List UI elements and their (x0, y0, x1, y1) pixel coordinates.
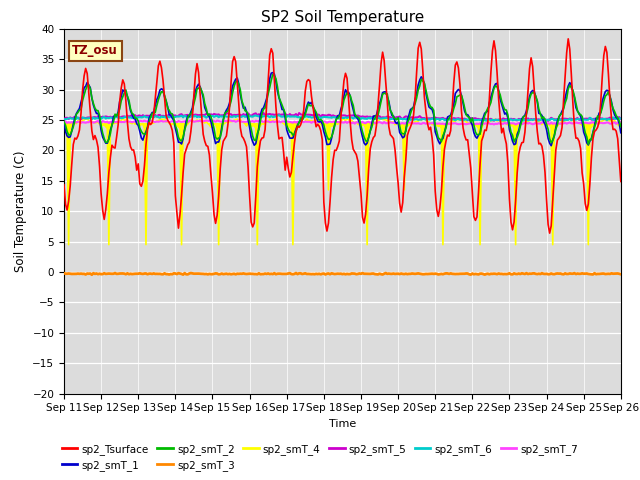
sp2_smT_2 (550, 133, 558, 139)
sp2_smT_5 (164, 113, 172, 119)
sp2_smT_2 (617, 123, 625, 129)
sp2_smT_6 (164, 113, 172, 119)
sp2_smT_6 (483, 118, 490, 124)
sp2_smT_1 (397, 132, 405, 138)
sp2_smT_5 (397, 115, 405, 121)
sp2_smT_5 (552, 117, 559, 122)
sp2_smT_5 (260, 110, 268, 116)
Y-axis label: Soil Temperature (C): Soil Temperature (C) (13, 150, 27, 272)
sp2_smT_2 (584, 142, 592, 147)
sp2_smT_4 (412, 119, 419, 125)
sp2_smT_6 (379, 116, 387, 121)
sp2_smT_5 (76, 115, 83, 121)
sp2_smT_7 (60, 119, 68, 125)
sp2_smT_2 (379, 91, 387, 97)
Line: sp2_smT_1: sp2_smT_1 (64, 72, 621, 145)
X-axis label: Time: Time (329, 419, 356, 429)
sp2_smT_1 (164, 104, 172, 109)
Legend: sp2_Tsurface, sp2_smT_1, sp2_smT_2, sp2_smT_3, sp2_smT_4, sp2_smT_5, sp2_smT_6, : sp2_Tsurface, sp2_smT_1, sp2_smT_2, sp2_… (58, 439, 582, 475)
sp2_smT_2 (397, 130, 405, 136)
sp2_smT_5 (60, 116, 68, 122)
sp2_smT_7 (379, 120, 387, 126)
sp2_Tsurface (550, 170, 558, 176)
sp2_smT_3 (617, 271, 625, 277)
sp2_smT_4 (65, 242, 72, 248)
sp2_smT_6 (275, 112, 283, 118)
Line: sp2_smT_3: sp2_smT_3 (64, 273, 621, 275)
sp2_smT_3 (76, 271, 83, 276)
sp2_smT_1 (269, 70, 276, 75)
sp2_smT_4 (165, 120, 173, 126)
sp2_smT_7 (165, 120, 173, 125)
sp2_smT_4 (617, 124, 625, 130)
sp2_smT_4 (552, 122, 559, 128)
sp2_Tsurface (377, 60, 385, 66)
sp2_smT_4 (399, 124, 406, 130)
sp2_smT_2 (410, 105, 417, 110)
sp2_Tsurface (164, 117, 172, 123)
sp2_smT_5 (410, 115, 417, 121)
sp2_smT_6 (397, 116, 405, 122)
sp2_smT_4 (380, 117, 388, 122)
sp2_smT_7 (76, 119, 83, 125)
sp2_smT_7 (552, 121, 559, 127)
sp2_smT_2 (269, 72, 276, 77)
sp2_smT_3 (292, 270, 300, 276)
sp2_smT_3 (88, 272, 96, 277)
sp2_smT_1 (379, 90, 387, 96)
sp2_smT_3 (380, 271, 388, 276)
sp2_Tsurface (564, 36, 572, 42)
sp2_smT_2 (164, 105, 172, 111)
sp2_Tsurface (546, 230, 554, 236)
sp2_smT_4 (60, 122, 68, 128)
Title: SP2 Soil Temperature: SP2 Soil Temperature (260, 10, 424, 25)
sp2_smT_5 (544, 118, 552, 124)
sp2_Tsurface (617, 179, 625, 184)
sp2_smT_7 (397, 120, 405, 126)
Line: sp2_smT_7: sp2_smT_7 (64, 120, 621, 124)
sp2_smT_3 (552, 271, 559, 276)
sp2_smT_4 (77, 120, 85, 126)
Line: sp2_Tsurface: sp2_Tsurface (64, 39, 621, 233)
sp2_smT_1 (617, 130, 625, 135)
sp2_smT_6 (617, 116, 625, 121)
sp2_smT_3 (412, 271, 419, 276)
sp2_smT_4 (377, 115, 385, 121)
sp2_Tsurface (408, 120, 416, 125)
sp2_smT_6 (60, 116, 68, 122)
sp2_smT_2 (76, 107, 83, 113)
Line: sp2_smT_2: sp2_smT_2 (64, 74, 621, 144)
sp2_smT_5 (379, 114, 387, 120)
sp2_smT_1 (547, 143, 555, 148)
Line: sp2_smT_5: sp2_smT_5 (64, 113, 621, 121)
Line: sp2_smT_6: sp2_smT_6 (64, 115, 621, 121)
sp2_Tsurface (396, 200, 403, 206)
sp2_smT_3 (60, 270, 68, 276)
sp2_smT_1 (60, 120, 68, 126)
Line: sp2_smT_4: sp2_smT_4 (64, 118, 621, 245)
sp2_smT_5 (617, 116, 625, 121)
sp2_smT_6 (410, 117, 417, 123)
sp2_smT_3 (399, 271, 406, 277)
sp2_smT_2 (60, 119, 68, 124)
sp2_smT_1 (76, 106, 83, 111)
sp2_smT_1 (552, 125, 559, 131)
sp2_smT_1 (410, 104, 417, 110)
sp2_smT_7 (133, 118, 141, 123)
Text: TZ_osu: TZ_osu (72, 44, 118, 57)
sp2_Tsurface (60, 182, 68, 188)
sp2_smT_7 (477, 121, 485, 127)
sp2_smT_6 (552, 117, 559, 123)
sp2_Tsurface (76, 127, 83, 133)
sp2_smT_7 (617, 119, 625, 125)
sp2_smT_3 (165, 272, 173, 277)
sp2_smT_6 (76, 116, 83, 122)
sp2_smT_7 (410, 120, 417, 126)
